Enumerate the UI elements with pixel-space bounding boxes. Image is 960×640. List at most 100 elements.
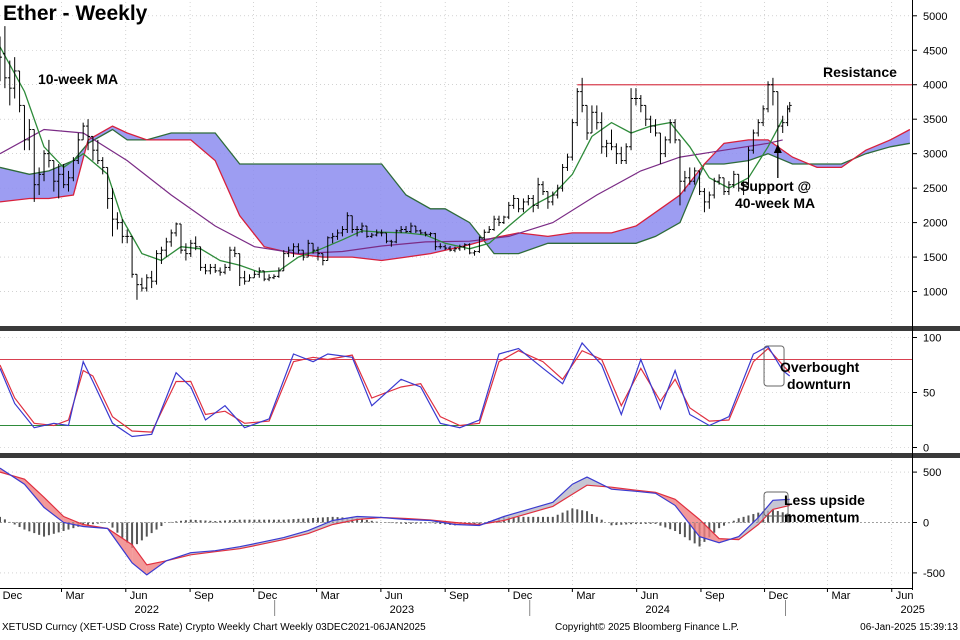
price-axis-tick-label: 1500 [923,252,947,264]
price-bar [599,112,604,154]
price-axis-tick-label: 1000 [923,287,947,299]
price-bar [120,219,125,244]
price-bar [2,26,7,89]
macd-signal-fill [675,499,700,537]
month-tick-label: Jun [385,590,403,602]
price-bar [242,270,247,285]
resistance-label: Resistance [823,64,897,80]
price-bar [741,181,746,196]
price-bar [565,153,570,171]
price-bar [325,236,330,262]
macd-signal-fill [572,477,588,495]
price-axis-tick-label: 3500 [923,114,947,126]
price-bar [687,167,692,185]
price-bar [399,226,404,233]
price-bar [86,119,91,151]
price-bar [267,274,272,282]
price-bar [281,250,286,272]
price-bar [149,270,154,289]
price-bar [262,270,267,282]
price-bar [22,104,27,151]
price-bar [413,225,418,233]
price-bar [663,136,668,158]
cloud-span-b [0,125,911,262]
month-tick-label: Sep [194,590,214,602]
price-bar [320,253,325,266]
price-bar [482,229,487,240]
stoch-label-line2: downturn [787,376,851,392]
price-bar [237,253,242,287]
price-bar [139,277,144,292]
price-bar [46,139,51,168]
price-bar [418,229,423,235]
price-bar [223,263,228,275]
price-bar [585,104,590,140]
price-bar [766,81,771,113]
macd-signal-fill [758,500,773,525]
price-bar [384,232,389,244]
month-tick-label: Dec [3,590,23,602]
price-bar [203,263,208,275]
price-bar [404,226,409,233]
price-bar [633,88,638,106]
price-bar [105,166,110,209]
month-tick-label: Mar [321,590,340,602]
price-bar [487,226,492,233]
month-tick-label: Dec [258,590,278,602]
price-bar [555,184,560,199]
panel-separator [0,453,960,458]
panel-frames [0,0,960,590]
price-axis-tick-label: 4000 [923,80,947,92]
price-bar [130,235,135,278]
year-tick-label: 2023 [390,604,414,616]
price-bar [296,243,301,254]
support-arrow-head [773,144,782,153]
price-bar [575,88,580,127]
price-bar [423,231,428,237]
month-tick-label: Mar [65,590,84,602]
price-axis-tick-label: 3000 [923,149,947,161]
price-bar [526,195,531,206]
price-bar [775,91,780,147]
price-bar [462,243,467,251]
price-bar [443,244,448,251]
price-bar [736,173,741,192]
price-bar [477,236,482,253]
price-bar [452,246,457,253]
price-bar [457,244,462,251]
stoch-d-line [0,347,791,433]
price-bar [369,232,374,238]
price-bar [360,222,365,233]
price-bar [751,129,756,154]
price-bar [340,226,345,237]
price-bar [183,243,188,261]
price-axis-tick-label: 2000 [923,218,947,230]
price-bar [350,215,355,233]
year-tick-label: 2024 [645,604,669,616]
price-bar [609,129,614,151]
price-bar [780,115,785,133]
grid-lines [0,2,912,585]
price-bar [311,242,316,254]
indicator-layer [0,144,912,576]
month-tick-label: Jun [896,590,914,602]
price-bar [115,212,120,230]
price-bar [144,274,149,292]
price-bar [707,191,712,209]
price-bar [154,250,159,285]
panel-separator [0,326,960,331]
price-bar [90,135,95,161]
price-bar [379,229,384,237]
stoch-axis-tick-label: 50 [923,388,935,400]
macd-signal-fill [44,497,64,523]
price-bar [276,267,281,278]
price-bar [506,201,511,220]
price-bar [315,246,320,261]
price-bar [188,239,193,258]
price-bar [746,146,751,189]
macd-signal-fill [503,509,529,521]
macd-label-line1: Less upside [784,492,865,508]
price-bar [658,132,663,164]
price-bar [697,170,702,196]
